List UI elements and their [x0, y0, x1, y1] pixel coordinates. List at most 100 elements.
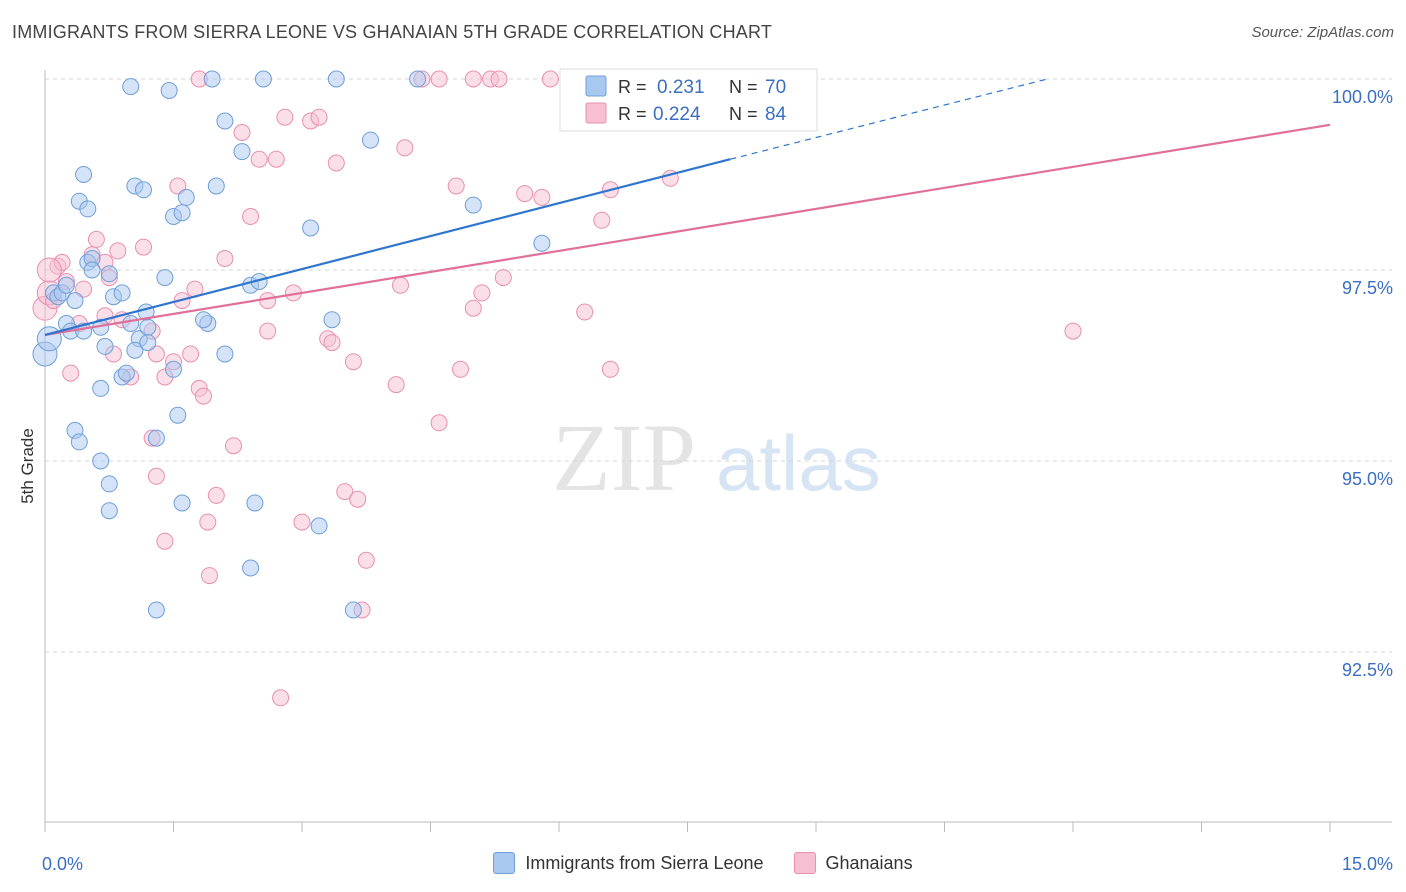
point-ghanaians: [199, 513, 217, 531]
trend-lines: [44, 78, 1331, 337]
y-tick-label: 100.0%: [1332, 87, 1393, 107]
point-ghanaians: [147, 345, 165, 363]
point-ghanaians: [392, 276, 409, 294]
point-sierra-leone: [216, 112, 234, 130]
point-sierra-leone: [139, 318, 157, 336]
bottom-legend-item-series1: Immigrants from Sierra Leone: [493, 852, 764, 874]
point-ghanaians: [135, 238, 152, 256]
point-ghanaians: [169, 177, 187, 195]
point-sierra-leone: [533, 234, 551, 252]
point-ghanaians: [430, 70, 448, 88]
point-ghanaians: [473, 284, 491, 302]
point-sierra-leone: [92, 379, 110, 397]
point-sierra-leone: [177, 188, 195, 206]
point-ghanaians: [267, 150, 285, 168]
point-sierra-leone: [147, 429, 165, 447]
bottom-legend-item-series2: Ghanaians: [793, 852, 913, 874]
legend-r-label-2: R =: [618, 104, 647, 124]
watermark-atlas: atlas: [716, 419, 881, 507]
point-sierra-leone: [216, 345, 234, 363]
point-ghanaians: [576, 303, 594, 321]
point-sierra-leone: [233, 143, 251, 161]
chart-title: IMMIGRANTS FROM SIERRA LEONE VS GHANAIAN…: [12, 22, 773, 42]
point-ghanaians: [336, 483, 354, 501]
point-ghanaians: [1064, 322, 1082, 340]
point-sierra-leone: [117, 364, 135, 382]
point-sierra-leone: [409, 70, 427, 88]
point-ghanaians: [216, 250, 234, 267]
point-ghanaians: [156, 532, 174, 550]
point-sierra-leone: [323, 311, 341, 329]
point-ghanaians: [601, 360, 619, 378]
point-sierra-leone: [195, 311, 212, 329]
point-sierra-leone: [242, 559, 260, 577]
point-ghanaians: [293, 513, 311, 531]
point-sierra-leone: [122, 78, 140, 96]
point-sierra-leone: [100, 502, 118, 520]
point-sierra-leone: [70, 433, 88, 451]
bottom-legend-swatch-series2: [793, 852, 816, 874]
point-ghanaians: [310, 108, 328, 126]
point-sierra-leone: [173, 494, 191, 512]
point-ghanaians: [195, 387, 212, 405]
point-ghanaians: [272, 689, 290, 707]
point-ghanaians: [541, 70, 559, 88]
y-tick-label: 95.0%: [1342, 469, 1393, 489]
point-sierra-leone: [75, 166, 93, 183]
point-sierra-leone: [113, 284, 131, 302]
point-ghanaians: [207, 486, 225, 504]
trendline-ghanaians: [44, 123, 1331, 337]
point-sierra-leone: [156, 269, 174, 287]
legend-swatch-series2: [585, 102, 607, 124]
point-sierra-leone: [92, 452, 110, 470]
point-ghanaians: [430, 414, 448, 432]
y-tick-label: 92.5%: [1342, 660, 1393, 680]
trendline-sierra-leone: [44, 158, 731, 337]
point-ghanaians: [250, 150, 268, 168]
point-ghanaians: [349, 490, 367, 508]
point-sierra-leone: [246, 494, 264, 512]
point-ghanaians: [464, 70, 482, 88]
point-sierra-leone: [254, 70, 272, 88]
point-sierra-leone: [203, 70, 221, 88]
point-sierra-leone: [327, 70, 345, 88]
point-sierra-leone: [165, 360, 182, 378]
point-ghanaians: [327, 154, 345, 172]
point-sierra-leone: [100, 475, 118, 493]
legend-n-value-2: 84: [765, 104, 787, 125]
point-ghanaians: [259, 322, 277, 340]
legend-r-value-2: 0.224: [653, 104, 701, 125]
point-ghanaians: [225, 437, 242, 455]
point-ghanaians: [593, 211, 611, 229]
point-ghanaians: [452, 360, 469, 378]
point-ghanaians: [387, 376, 405, 394]
bottom-legend-label-series2: Ghanaians: [825, 852, 913, 873]
point-ghanaians: [344, 353, 362, 371]
point-ghanaians: [533, 188, 551, 206]
point-sierra-leone: [83, 261, 101, 279]
y-tick-label: 97.5%: [1342, 278, 1393, 298]
point-sierra-leone: [122, 315, 140, 332]
legend-swatch-series1: [585, 75, 607, 97]
scatter-points: [32, 70, 1082, 707]
point-ghanaians: [201, 567, 218, 585]
source-label: Source: ZipAtlas.com: [1251, 24, 1394, 41]
x-tick-label: 0.0%: [42, 854, 83, 874]
point-sierra-leone: [362, 131, 379, 149]
point-ghanaians: [447, 177, 465, 195]
point-ghanaians: [259, 292, 277, 310]
point-sierra-leone: [100, 265, 118, 283]
point-ghanaians: [490, 70, 508, 88]
legend-r-value-1: 0.231: [657, 77, 705, 98]
legend-r-label-1: R =: [618, 77, 647, 97]
point-sierra-leone: [126, 341, 144, 359]
point-sierra-leone: [66, 292, 84, 310]
point-ghanaians: [233, 124, 251, 141]
bottom-legend-label-series1: Immigrants from Sierra Leone: [525, 852, 764, 873]
point-ghanaians: [276, 108, 294, 126]
point-ghanaians: [516, 185, 534, 203]
point-sierra-leone: [169, 406, 187, 424]
watermark-zip: ZIP: [552, 404, 696, 511]
bottom-legend-swatch-series1: [493, 852, 516, 874]
